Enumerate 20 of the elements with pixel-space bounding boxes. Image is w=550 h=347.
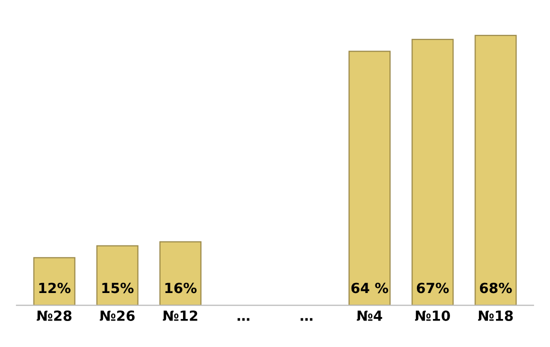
bar: [474, 34, 517, 306]
bar: [33, 257, 76, 306]
x-tick-label: №18: [478, 310, 513, 321]
data-label: 64 %: [351, 282, 388, 294]
bar: [159, 241, 202, 306]
data-label: 15%: [102, 282, 134, 294]
x-tick-label: №26: [100, 310, 135, 321]
x-tick-label: №28: [36, 310, 72, 321]
x-tick-label: …: [238, 318, 250, 321]
data-label: 67%: [416, 282, 449, 294]
x-tick-label: №10: [415, 310, 450, 321]
x-tick-label: …: [300, 318, 312, 321]
bar: [96, 245, 138, 306]
data-label: 68%: [480, 282, 512, 294]
bar: [348, 50, 391, 306]
x-tick-label: №12: [162, 310, 198, 321]
data-label: 16%: [165, 282, 197, 294]
bar: [412, 38, 454, 306]
data-label: 12%: [39, 282, 71, 294]
x-tick-label: №4: [356, 310, 382, 321]
